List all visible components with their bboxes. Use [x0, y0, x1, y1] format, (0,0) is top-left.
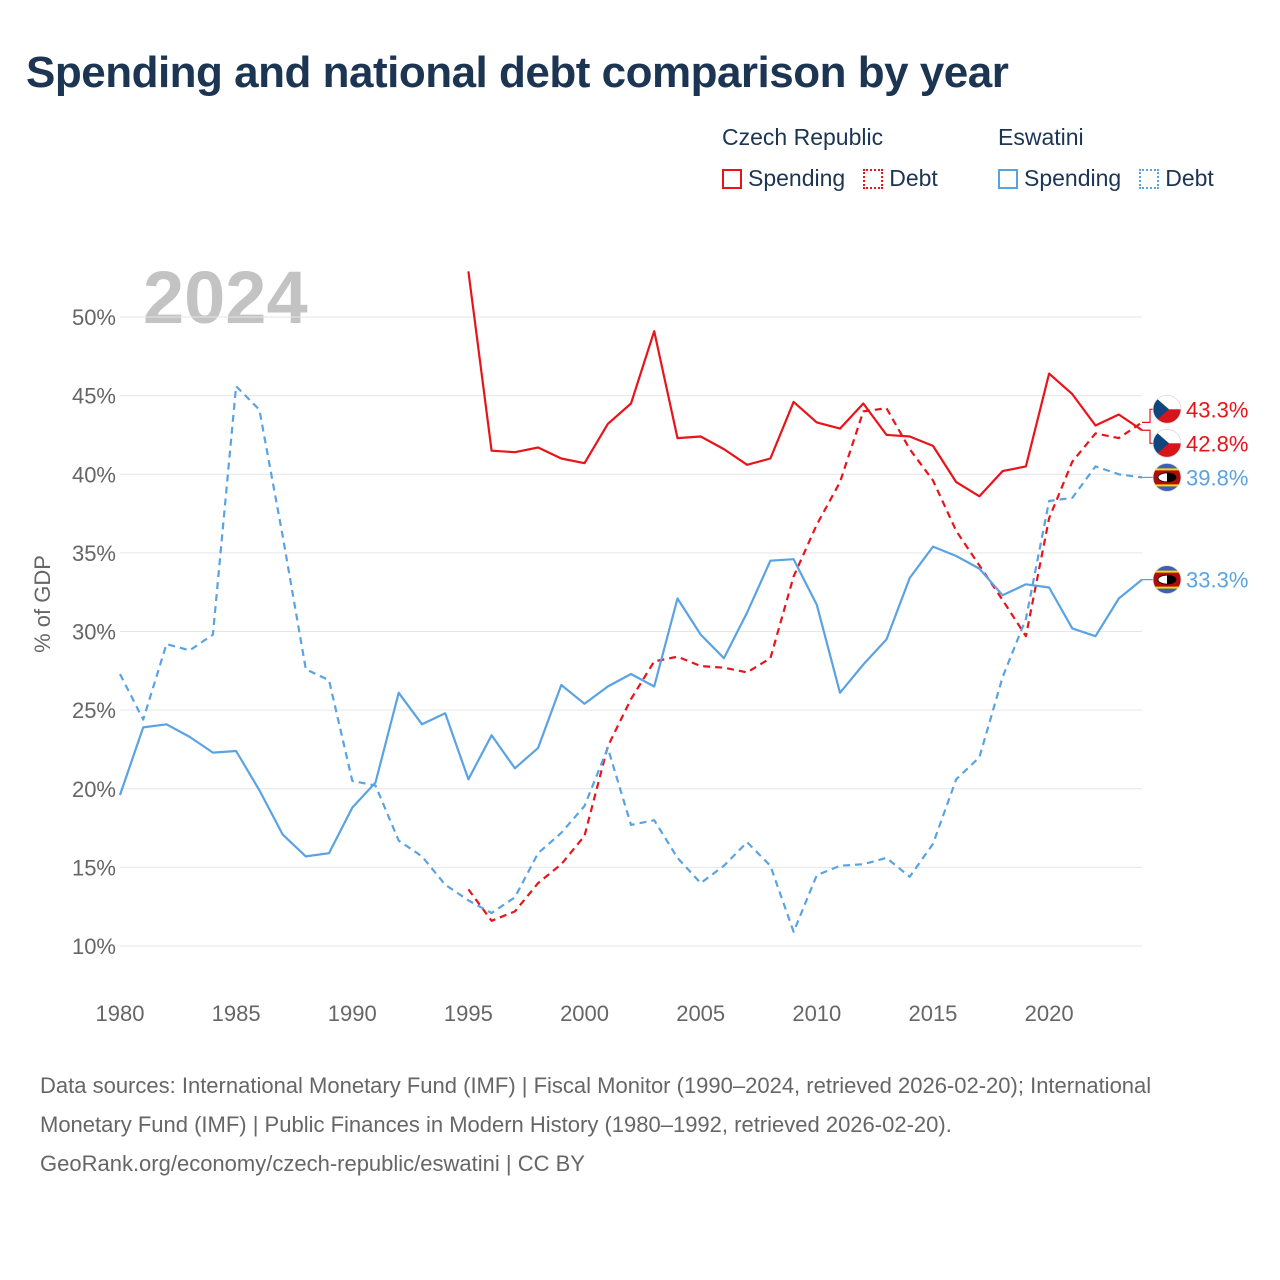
series-line	[118, 545, 1143, 858]
credit-link[interactable]: GeoRank.org/economy/czech-republic/eswat…	[40, 1151, 585, 1176]
end-value-label: 42.8%	[1186, 431, 1248, 456]
flag-outline	[1152, 565, 1182, 595]
legend-item-czech-debt[interactable]: Debt	[863, 165, 938, 192]
legend-label: Debt	[1165, 165, 1214, 191]
y-tick-label: 25%	[72, 698, 116, 723]
end-value-label: 43.3%	[1186, 397, 1248, 422]
x-tick-label: 1985	[212, 1001, 261, 1026]
legend-swatch-solid-blue	[998, 168, 1018, 189]
flag-outline	[1152, 428, 1182, 458]
chart-title: Spending and national debt comparison by…	[26, 48, 1009, 97]
y-tick-label: 35%	[72, 541, 116, 566]
year-watermark: 2024	[143, 256, 308, 339]
x-tick-label: 1980	[96, 1001, 145, 1026]
legend-swatch-dotted-red	[863, 168, 884, 189]
legend-item-czech-spending[interactable]: Spending	[722, 165, 845, 192]
y-tick-label: 50%	[72, 305, 116, 330]
legend-czech-republic: Czech Republic Spending Debt	[722, 124, 956, 192]
x-tick-label: 1990	[328, 1001, 377, 1026]
flag-outline	[1152, 462, 1182, 492]
flag-outline	[1152, 394, 1182, 424]
end-label-leader	[1142, 429, 1153, 444]
series-layer	[118, 271, 1143, 933]
end-value-label: 33.3%	[1186, 568, 1248, 593]
y-tick-label: 15%	[72, 855, 116, 880]
end-value-label: 39.8%	[1186, 465, 1248, 490]
legend-label: Spending	[748, 165, 846, 191]
eswatini-flag-icon	[1153, 565, 1181, 594]
x-tick-label: 2000	[560, 1001, 609, 1026]
x-tick-label: 2020	[1025, 1001, 1074, 1026]
series-line	[119, 385, 1143, 933]
axis-layer: 10% 15% 20% 25% 30% 35% 40% 45% 50% 1980 1985 1990 1…	[72, 305, 1074, 1026]
y-tick-label: 30%	[72, 620, 116, 645]
legend-country-eswatini: Eswatini	[998, 124, 1084, 150]
series-line	[467, 271, 1143, 498]
end-label-leader	[1142, 408, 1153, 423]
y-axis-label: % of GDP	[30, 555, 55, 653]
legend-label: Debt	[889, 165, 938, 191]
x-tick-label: 2010	[792, 1001, 841, 1026]
legend-label: Spending	[1024, 165, 1122, 191]
eswatini-flag-icon	[1153, 463, 1181, 492]
footer: Data sources: International Monetary Fun…	[40, 1066, 1240, 1183]
grid-layer	[120, 316, 1142, 947]
x-tick-label: 2005	[676, 1001, 725, 1026]
y-tick-label: 40%	[72, 462, 116, 487]
legend-eswatini: Eswatini Spending Debt	[998, 124, 1232, 192]
legend-item-eswatini-spending[interactable]: Spending	[998, 165, 1121, 192]
end-label-layer: 43.3% 42.8% 39.8% 33.3%	[1142, 394, 1248, 595]
line-chart: 2024 % of GDP 10% 15% 20% 25% 30% 35% 40% 45% 50…	[30, 256, 1248, 1026]
legend-swatch-solid-red	[722, 168, 742, 189]
y-tick-label: 20%	[72, 777, 116, 802]
y-tick-label: 45%	[72, 384, 116, 409]
series-line	[467, 407, 1143, 922]
y-tick-label: 10%	[72, 934, 116, 959]
legend-swatch-dotted-blue	[1139, 168, 1160, 189]
czech-republic-flag-icon	[1153, 429, 1181, 458]
legend-country-czech: Czech Republic	[722, 124, 884, 150]
x-tick-label: 2015	[908, 1001, 957, 1026]
czech-republic-flag-icon	[1153, 395, 1181, 424]
data-sources: Data sources: International Monetary Fun…	[40, 1073, 1152, 1137]
x-tick-label: 1995	[444, 1001, 493, 1026]
legend-item-eswatini-debt[interactable]: Debt	[1139, 165, 1214, 192]
